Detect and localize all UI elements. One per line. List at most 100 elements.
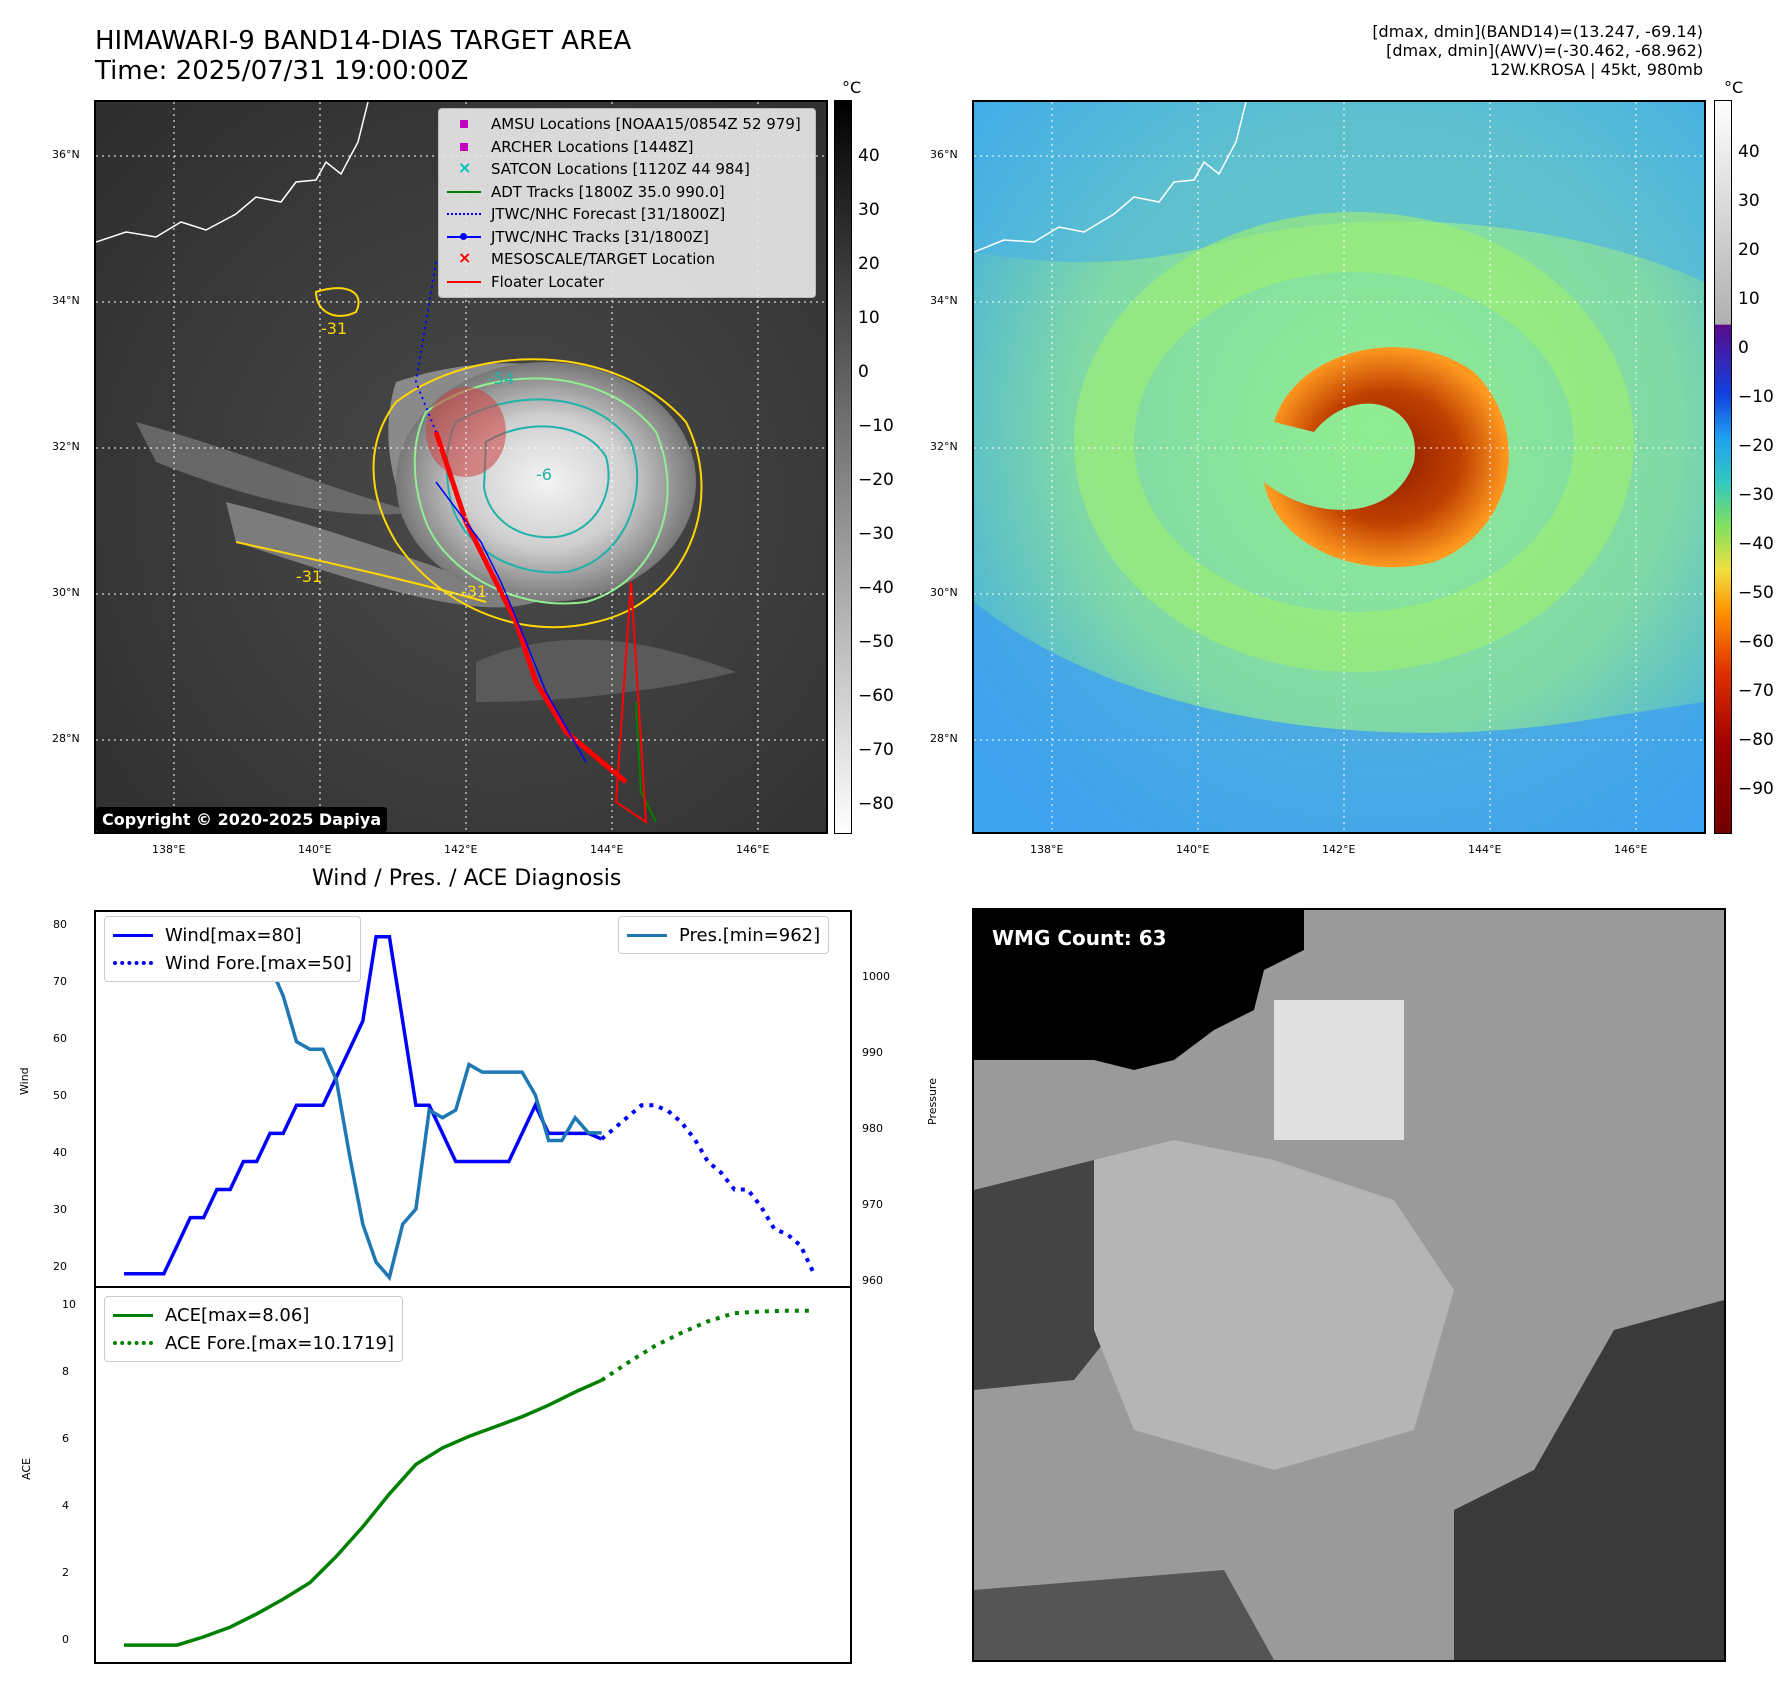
wmg-dark-region-se xyxy=(1454,1300,1724,1660)
legend-satcon: × SATCON Locations [1120Z 44 984] xyxy=(458,158,750,179)
ace-series-line-1 xyxy=(600,1308,814,1382)
ir-cb-tick: 40 xyxy=(858,146,880,166)
contour-lines xyxy=(235,287,703,629)
legend-ace: ACE[max=8.06] xyxy=(113,1301,394,1329)
wind-tick: 20 xyxy=(53,1260,67,1273)
copyright-badge: Copyright © 2020-2025 Dapiya xyxy=(96,807,388,832)
wv-cb-tick: −10 xyxy=(1738,387,1774,407)
wv-lat-tick-30: 30°N xyxy=(930,586,958,599)
ir-cb-tick: 0 xyxy=(858,362,869,382)
wv-lon-tick-144: 144°E xyxy=(1468,843,1502,856)
pressure-legend: Pres.[min=962] xyxy=(618,916,830,954)
contour-label-2: -54 xyxy=(488,369,514,388)
wv-cb-tick: −60 xyxy=(1738,632,1774,652)
ir-cb-tick: −60 xyxy=(858,686,894,706)
wv-cb-tick: 30 xyxy=(1738,191,1760,211)
ir-lat-tick-34: 34°N xyxy=(52,294,80,307)
wmg-dark-region xyxy=(974,1160,1114,1390)
wv-colorbar xyxy=(1714,100,1732,834)
legend-floater: Floater Locater xyxy=(447,271,807,294)
legend-wind: Wind[max=80] xyxy=(113,921,352,949)
wmg-mid-region xyxy=(1094,1140,1454,1470)
wv-lat-tick-36: 36°N xyxy=(930,148,958,161)
page-title: HIMAWARI-9 BAND14-DIAS TARGET AREA xyxy=(95,26,632,56)
wv-cb-tick: −90 xyxy=(1738,779,1774,799)
wv-map-grid xyxy=(974,102,1704,832)
ir-map-panel: -31 -54 -31 -31 -6 xyxy=(94,100,828,834)
moist-band xyxy=(1074,212,1634,672)
legend-ace-fore: ACE Fore.[max=10.1719] xyxy=(113,1329,394,1357)
page-timestamp: Time: 2025/07/31 19:00:00Z xyxy=(95,56,469,86)
legend-jtwc-forecast: JTWC/NHC Forecast [31/1800Z] xyxy=(447,203,807,226)
wv-cb-tick: 0 xyxy=(1738,338,1749,358)
wind-series-line-1 xyxy=(600,1103,816,1275)
wv-colorbar-unit: °C xyxy=(1724,78,1744,97)
ir-lat-tick-32: 32°N xyxy=(52,440,80,453)
wv-lat-tick-28: 28°N xyxy=(930,732,958,745)
diagnosis-plots xyxy=(94,910,854,1665)
ir-lon-tick-146: 146°E xyxy=(736,843,770,856)
ir-lon-tick-142: 142°E xyxy=(444,843,478,856)
ir-lon-tick-140: 140°E xyxy=(298,843,332,856)
wind-legend: Wind[max=80] Wind Fore.[max=50] xyxy=(104,916,361,982)
ir-cb-tick: 20 xyxy=(858,254,880,274)
wv-lon-tick-142: 142°E xyxy=(1322,843,1356,856)
wv-cb-tick: −80 xyxy=(1738,730,1774,750)
wv-cb-tick: −70 xyxy=(1738,681,1774,701)
ace-tick: 0 xyxy=(62,1633,69,1646)
contour-label-5: -6 xyxy=(536,465,552,484)
ir-colorbar-unit: °C xyxy=(842,78,862,97)
wv-map-panel xyxy=(972,100,1706,834)
ir-lat-tick-36: 36°N xyxy=(52,148,80,161)
map-legend: AMSU Locations [NOAA15/0854Z 52 979] ARC… xyxy=(438,108,816,298)
contour-label-3: -31 xyxy=(296,567,322,586)
ace-tick: 10 xyxy=(62,1298,76,1311)
wv-lon-tick-146: 146°E xyxy=(1614,843,1648,856)
wv-lon-tick-138: 138°E xyxy=(1030,843,1064,856)
ir-cb-tick: −50 xyxy=(858,632,894,652)
wv-map xyxy=(974,102,1704,832)
legend-mesoscale: × MESOSCALE/TARGET Location xyxy=(458,248,716,269)
wind-series-line-0 xyxy=(124,935,603,1276)
wmg-dark-region-sw xyxy=(974,1570,1274,1660)
pres-tick: 970 xyxy=(862,1198,883,1211)
pres-tick: 980 xyxy=(862,1122,883,1135)
ir-cb-tick: −20 xyxy=(858,470,894,490)
dry-air-region xyxy=(974,602,1704,832)
legend-adt: ADT Tracks [1800Z 35.0 990.0] xyxy=(447,181,807,204)
ace-tick: 8 xyxy=(62,1365,69,1378)
wind-tick: 50 xyxy=(53,1089,67,1102)
coastline-japan xyxy=(96,102,369,243)
wind-tick: 60 xyxy=(53,1032,67,1045)
ace-legend: ACE[max=8.06] ACE Fore.[max=10.1719] xyxy=(104,1296,403,1362)
info-storm: 12W.KROSA | 45kt, 980mb xyxy=(1490,60,1703,79)
ace-axes-frame xyxy=(94,1286,852,1664)
legend-pres: Pres.[min=962] xyxy=(627,921,820,949)
wv-lon-tick-140: 140°E xyxy=(1176,843,1210,856)
pressure-ylabel: Pressure xyxy=(926,1078,939,1125)
legend-jtwc-tracks: JTWC/NHC Tracks [31/1800Z] xyxy=(447,226,807,249)
ir-cb-tick: 10 xyxy=(858,308,880,328)
ir-cb-tick: −10 xyxy=(858,416,894,436)
wind-tick: 40 xyxy=(53,1146,67,1159)
wv-cb-tick: 10 xyxy=(1738,289,1760,309)
ir-cb-tick: −40 xyxy=(858,578,894,598)
ir-lat-tick-28: 28°N xyxy=(52,732,80,745)
ir-lat-tick-30: 30°N xyxy=(52,586,80,599)
ace-series-line-0 xyxy=(124,1378,603,1647)
info-awv: [dmax, dmin](AWV)=(-30.462, -68.962) xyxy=(1386,41,1703,60)
dry-air-region-north xyxy=(974,102,1704,282)
ace-tick: 4 xyxy=(62,1499,69,1512)
ir-lon-tick-144: 144°E xyxy=(590,843,624,856)
ir-cb-tick: 30 xyxy=(858,200,880,220)
wv-cb-tick: 20 xyxy=(1738,240,1760,260)
diagnosis-svg xyxy=(94,910,852,1664)
ace-ylabel: ACE xyxy=(20,1458,33,1480)
ace-tick: 2 xyxy=(62,1566,69,1579)
wind-tick: 80 xyxy=(53,918,67,931)
ace-series-group xyxy=(124,1308,814,1647)
ir-cb-tick: −80 xyxy=(858,794,894,814)
ir-cb-tick: −70 xyxy=(858,740,894,760)
wv-lat-tick-32: 32°N xyxy=(930,440,958,453)
wmg-panel: WMG Count: 63 xyxy=(972,908,1726,1662)
